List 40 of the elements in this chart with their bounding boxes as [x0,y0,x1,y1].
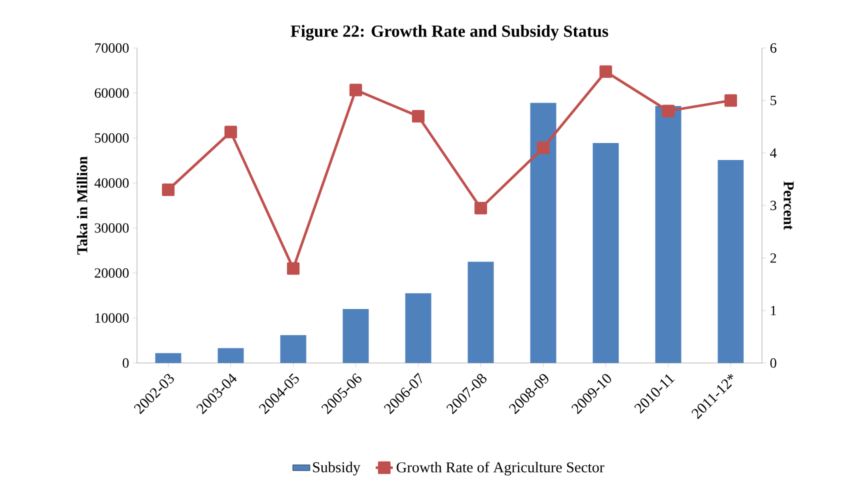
y-tick-label: 60000 [94,88,129,98]
bar [655,106,682,364]
y2-tick-label: 4 [770,148,777,158]
legend-label: Growth Rate of Agriculture Sector [396,462,604,476]
y-tick-label: 10000 [95,313,129,323]
legend-label: Subsidy [313,462,360,476]
y-tick-label: 20000 [94,268,129,278]
point [162,183,175,196]
y-tick-label: 50000 [95,133,129,143]
point [724,94,738,107]
bar [530,102,556,364]
y2-tick-label: 6 [770,43,776,53]
bar [592,142,619,364]
bar [218,348,244,364]
y2-tick-label: 3 [770,200,776,210]
point [349,84,362,96]
point [599,65,612,78]
point [286,262,300,275]
point [224,126,238,138]
chart-title: Figure 22: Growth Rate and Subsidy Status [290,24,608,40]
y2-tick-label: 0 [770,358,776,368]
y-tick-label: 70000 [95,43,129,53]
bar [468,262,494,364]
bar [405,293,432,364]
bar [280,335,306,364]
bar [155,353,182,364]
point [662,104,675,118]
point [536,141,550,154]
y-tick-label: 0 [122,358,129,368]
y2-tick-label: 5 [770,96,776,106]
y-tick-label: 30000 [94,223,129,233]
y2-axis-title: Percent [784,181,794,230]
y2-tick-label: 1 [771,306,776,316]
y-axis-title: Taka in Million [76,156,88,255]
y-tick-label: 40000 [94,178,129,188]
point [474,202,488,214]
y2-tick-label: 2 [770,253,776,263]
bar [718,160,744,364]
bar [342,309,369,364]
point [412,110,425,123]
